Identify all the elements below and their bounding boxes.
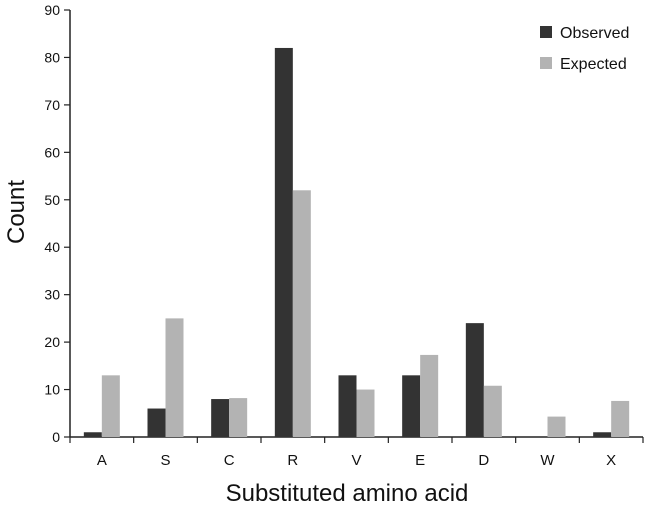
bar-observed-x <box>593 432 612 437</box>
x-tick-label: W <box>540 452 555 469</box>
y-tick-label: 70 <box>44 97 60 113</box>
y-tick-label: 90 <box>44 2 60 18</box>
bar-observed-a <box>83 432 102 437</box>
x-tick-label: X <box>606 452 616 469</box>
bar-expected-e <box>420 354 439 437</box>
legend-swatch-observed <box>540 26 552 38</box>
bar-expected-d <box>483 385 502 437</box>
y-tick-label: 60 <box>44 144 60 160</box>
legend: Observed Expected <box>540 25 629 73</box>
bar-observed-v <box>338 375 357 437</box>
y-tick-label: 0 <box>52 429 60 445</box>
x-tick-label: S <box>160 452 170 469</box>
x-tick-label: D <box>478 452 489 469</box>
y-tick-label: 50 <box>44 192 60 208</box>
bar-observed-c <box>211 399 230 437</box>
bar-expected-v <box>356 389 375 437</box>
y-tick-label: 20 <box>44 334 60 350</box>
legend-label-observed: Observed <box>560 25 629 42</box>
y-axis-title: Count <box>3 180 30 244</box>
bars <box>83 47 630 437</box>
legend-label-expected: Expected <box>560 56 627 73</box>
y-tick-label: 80 <box>44 49 60 65</box>
bar-expected-s <box>165 318 184 437</box>
bar-expected-r <box>292 190 311 437</box>
y-tick-label: 30 <box>44 287 60 303</box>
bar-expected-a <box>101 375 120 437</box>
bar-expected-w <box>547 416 566 437</box>
x-tick-label: C <box>224 452 235 469</box>
y-axis: 0 10 20 30 40 50 60 70 80 90 <box>44 2 71 445</box>
x-tick-label: A <box>97 452 107 469</box>
bar-expected-x <box>611 400 630 437</box>
x-tick-label: R <box>287 452 298 469</box>
bar-observed-s <box>147 408 166 437</box>
legend-swatch-expected <box>540 57 552 69</box>
bar-observed-e <box>402 375 421 437</box>
y-tick-label: 40 <box>44 239 60 255</box>
bar-expected-c <box>229 398 248 437</box>
x-tick-label: V <box>351 452 361 469</box>
x-axis-title: Substituted amino acid <box>226 480 469 507</box>
y-tick-label: 10 <box>44 382 60 398</box>
bar-observed-r <box>274 47 293 437</box>
bar-observed-d <box>465 323 484 437</box>
x-tick-label: E <box>415 452 425 469</box>
